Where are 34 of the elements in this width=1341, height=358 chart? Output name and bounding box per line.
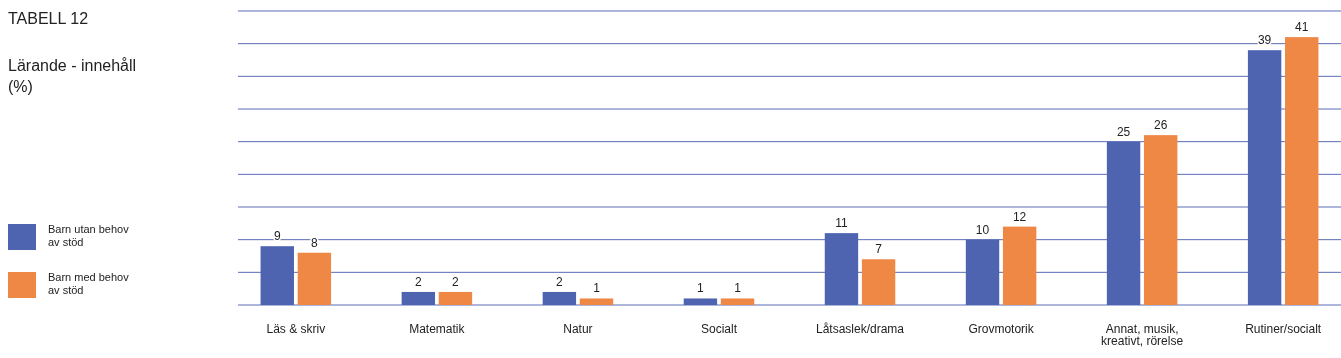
bar [1143,135,1178,305]
text: TABELL 12 [8,10,89,27]
bar [720,298,755,305]
x-tick-label: Rutiner/socialt [1245,322,1322,336]
bar [297,252,332,305]
data-label: 25 [1116,124,1131,139]
bar [861,259,896,305]
data-label: 2 [414,274,422,289]
x-tick-label: Annat, musik, kreativt, rörelse [1101,322,1184,348]
x-tick-label: Låtsaslek/drama [816,322,905,336]
data-label: 1 [593,281,601,296]
data-label: 2 [556,274,564,289]
data-label: 11 [835,216,849,231]
bar [438,291,473,305]
legend-label: Barn med behov av stöd [48,271,130,296]
bar [1285,37,1319,305]
x-tick-label: Socialt [700,322,738,336]
data-label: 7 [875,242,883,257]
x-tick-label: Matematik [409,322,466,336]
bar [1002,226,1037,305]
data-label: 26 [1154,118,1168,133]
data-label: 12 [1012,209,1027,224]
x-tick-label: Natur [563,322,593,336]
legend-label: Barn utan behov av stöd [48,223,130,248]
data-label: 2 [452,274,460,289]
data-label: 1 [697,281,705,296]
bar [579,298,614,305]
data-label: 10 [975,222,990,237]
data-label: 1 [734,281,742,296]
x-tick-label: Grovmotorik [968,322,1035,336]
data-label: 8 [311,235,319,250]
text: Lärande - innehåll (%) [8,57,137,95]
data-label: 41 [1295,20,1309,35]
x-tick-label: Läs & skriv [266,322,326,336]
